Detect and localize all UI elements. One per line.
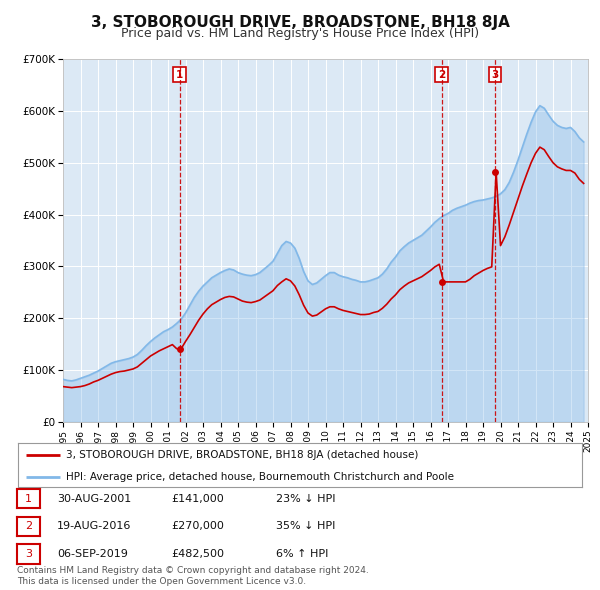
Text: £141,000: £141,000 bbox=[171, 494, 224, 503]
Text: HPI: Average price, detached house, Bournemouth Christchurch and Poole: HPI: Average price, detached house, Bour… bbox=[66, 472, 454, 482]
Text: 3: 3 bbox=[491, 70, 499, 80]
Text: 06-SEP-2019: 06-SEP-2019 bbox=[57, 549, 128, 559]
Text: 2: 2 bbox=[25, 522, 32, 531]
Text: Price paid vs. HM Land Registry's House Price Index (HPI): Price paid vs. HM Land Registry's House … bbox=[121, 27, 479, 40]
Text: 2: 2 bbox=[438, 70, 445, 80]
Text: 3, STOBOROUGH DRIVE, BROADSTONE, BH18 8JA (detached house): 3, STOBOROUGH DRIVE, BROADSTONE, BH18 8J… bbox=[66, 450, 418, 460]
Text: £270,000: £270,000 bbox=[171, 522, 224, 531]
Text: 1: 1 bbox=[176, 70, 184, 80]
Text: 19-AUG-2016: 19-AUG-2016 bbox=[57, 522, 131, 531]
Text: 6% ↑ HPI: 6% ↑ HPI bbox=[276, 549, 328, 559]
Text: 1: 1 bbox=[25, 494, 32, 503]
Text: 30-AUG-2001: 30-AUG-2001 bbox=[57, 494, 131, 503]
Text: £482,500: £482,500 bbox=[171, 549, 224, 559]
Text: 23% ↓ HPI: 23% ↓ HPI bbox=[276, 494, 335, 503]
Text: 3, STOBOROUGH DRIVE, BROADSTONE, BH18 8JA: 3, STOBOROUGH DRIVE, BROADSTONE, BH18 8J… bbox=[91, 15, 509, 30]
Text: 35% ↓ HPI: 35% ↓ HPI bbox=[276, 522, 335, 531]
Text: Contains HM Land Registry data © Crown copyright and database right 2024.
This d: Contains HM Land Registry data © Crown c… bbox=[17, 566, 368, 586]
Text: 3: 3 bbox=[25, 549, 32, 559]
